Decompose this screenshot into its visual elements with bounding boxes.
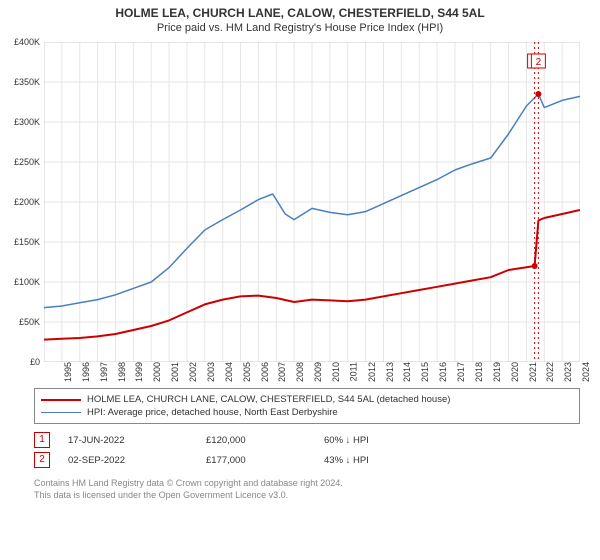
marker-date: 02-SEP-2022 bbox=[68, 455, 188, 466]
x-tick-label: 2020 bbox=[508, 362, 520, 382]
x-tick-label: 2010 bbox=[329, 362, 341, 382]
y-tick-label: £200K bbox=[14, 197, 44, 207]
x-tick-label: 1998 bbox=[115, 362, 127, 382]
marker-price: £120,000 bbox=[206, 435, 306, 446]
footer-attribution: Contains HM Land Registry data © Crown c… bbox=[34, 478, 580, 501]
x-tick-label: 2000 bbox=[150, 362, 162, 382]
y-tick-label: £50K bbox=[19, 317, 44, 327]
x-tick-label: 2002 bbox=[186, 362, 198, 382]
y-tick-label: £400K bbox=[14, 37, 44, 47]
legend-item: HOLME LEA, CHURCH LANE, CALOW, CHESTERFI… bbox=[41, 393, 573, 406]
x-tick-label: 2007 bbox=[275, 362, 287, 382]
legend-box: HOLME LEA, CHURCH LANE, CALOW, CHESTERFI… bbox=[34, 388, 580, 424]
marker-table-row: 2 02-SEP-2022 £177,000 43% ↓ HPI bbox=[34, 450, 580, 470]
y-tick-label: £100K bbox=[14, 277, 44, 287]
x-tick-label: 2003 bbox=[204, 362, 216, 382]
y-tick-label: £0 bbox=[30, 357, 44, 367]
x-tick-label: 2008 bbox=[293, 362, 305, 382]
chart-subtitle: Price paid vs. HM Land Registry's House … bbox=[0, 20, 600, 38]
marker-number-box: 2 bbox=[34, 452, 50, 468]
x-tick-label: 2017 bbox=[454, 362, 466, 382]
footer-line-2: This data is licensed under the Open Gov… bbox=[34, 490, 580, 502]
x-tick-label: 1999 bbox=[132, 362, 144, 382]
x-tick-label: 2013 bbox=[383, 362, 395, 382]
x-tick-label: 2015 bbox=[418, 362, 430, 382]
x-tick-label: 2012 bbox=[365, 362, 377, 382]
x-tick-label: 1995 bbox=[61, 362, 73, 382]
marker-date: 17-JUN-2022 bbox=[68, 435, 188, 446]
marker-number-box: 1 bbox=[34, 432, 50, 448]
line-chart-svg: 12 bbox=[44, 42, 580, 362]
marker-2: 2 bbox=[531, 54, 545, 68]
x-tick-label: 2004 bbox=[222, 362, 234, 382]
legend-label: HOLME LEA, CHURCH LANE, CALOW, CHESTERFI… bbox=[87, 394, 450, 405]
x-tick-label: 2018 bbox=[472, 362, 484, 382]
x-tick-label: 2006 bbox=[258, 362, 270, 382]
marker-table-row: 1 17-JUN-2022 £120,000 60% ↓ HPI bbox=[34, 430, 580, 450]
y-tick-label: £150K bbox=[14, 237, 44, 247]
x-tick-label: 2019 bbox=[490, 362, 502, 382]
x-tick-label: 2021 bbox=[526, 362, 538, 382]
y-tick-label: £250K bbox=[14, 157, 44, 167]
legend-swatch bbox=[41, 412, 81, 414]
legend-swatch bbox=[41, 399, 81, 401]
legend-label: HPI: Average price, detached house, Nort… bbox=[87, 407, 338, 418]
x-tick-label: 2005 bbox=[240, 362, 252, 382]
x-tick-label: 2014 bbox=[400, 362, 412, 382]
marker-price: £177,000 bbox=[206, 455, 306, 466]
x-tick-label: 2001 bbox=[168, 362, 180, 382]
chart-area: 12 £0£50K£100K£150K£200K£250K£300K£350K£… bbox=[44, 42, 580, 362]
x-tick-label: 2023 bbox=[561, 362, 573, 382]
legend-item: HPI: Average price, detached house, Nort… bbox=[41, 406, 573, 419]
x-tick-label: 2024 bbox=[579, 362, 591, 382]
y-tick-label: £350K bbox=[14, 77, 44, 87]
svg-text:2: 2 bbox=[536, 57, 542, 68]
x-tick-label: 1996 bbox=[79, 362, 91, 382]
chart-title: HOLME LEA, CHURCH LANE, CALOW, CHESTERFI… bbox=[0, 0, 600, 20]
x-tick-label: 2016 bbox=[436, 362, 448, 382]
x-tick-label: 2009 bbox=[311, 362, 323, 382]
marker-table: 1 17-JUN-2022 £120,000 60% ↓ HPI 2 02-SEP-202… bbox=[34, 430, 580, 470]
x-tick-label: 1997 bbox=[97, 362, 109, 382]
x-tick-label: 2022 bbox=[543, 362, 555, 382]
marker-pct: 43% ↓ HPI bbox=[324, 455, 369, 466]
x-tick-label: 2011 bbox=[346, 362, 358, 381]
footer-line-1: Contains HM Land Registry data © Crown c… bbox=[34, 478, 580, 490]
y-tick-label: £300K bbox=[14, 117, 44, 127]
marker-pct: 60% ↓ HPI bbox=[324, 435, 369, 446]
